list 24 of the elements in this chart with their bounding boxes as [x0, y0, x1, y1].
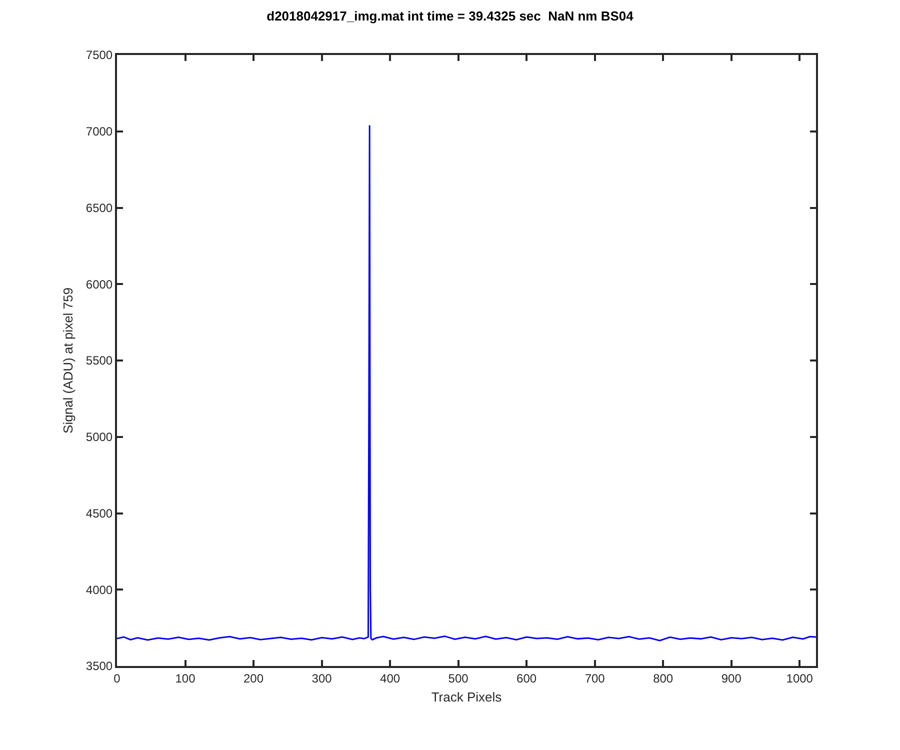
y-tick-label: 3500	[86, 659, 113, 674]
x-tick-label: 700	[584, 671, 606, 686]
y-tick-label: 4000	[86, 582, 113, 597]
chart-title: d2018042917_img.mat int time = 39.4325 sec NaN nm BS04	[266, 8, 634, 24]
y-tick-label: 7000	[86, 124, 113, 139]
x-tick-label: 600	[516, 671, 537, 686]
x-tick-label: 0	[114, 671, 121, 686]
y-tick-label: 5500	[86, 354, 113, 368]
y-axis-title: Signal (ADU) at pixel 759	[60, 288, 76, 434]
x-tick-label: 200	[244, 671, 264, 686]
x-tick-label: 300	[312, 671, 332, 686]
line-series	[117, 124, 816, 642]
x-tick-label: 1000	[786, 671, 814, 686]
x-axis-title: Track Pixels	[431, 690, 502, 704]
x-tick-label: 100	[175, 671, 196, 686]
y-tick-label: 4500	[86, 506, 113, 520]
x-tick-label: 800	[653, 671, 674, 686]
x-tick-label: 500	[448, 671, 469, 686]
y-tick-label: 6000	[86, 277, 113, 292]
x-tick-label: 900	[721, 671, 742, 686]
y-tick-label: 7500	[86, 48, 113, 62]
y-tick-label: 6500	[86, 200, 113, 215]
x-tick-label: 400	[380, 671, 400, 686]
y-tick-label: 5000	[86, 430, 113, 444]
